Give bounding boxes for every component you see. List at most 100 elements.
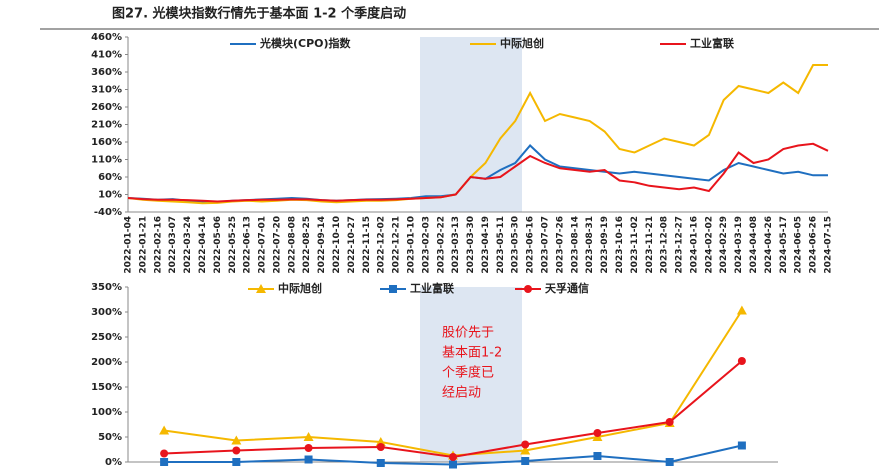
y-tick-label: 460%	[91, 32, 122, 43]
x-tick-label: 2022-07-20	[272, 216, 282, 274]
x-tick-label: 2022-02-16	[153, 216, 163, 274]
point	[304, 455, 313, 464]
y-tick-label: 300%	[91, 307, 122, 318]
x-tick-label: 2024-05-17	[779, 216, 789, 274]
x-tick-label: 2023-11-02	[630, 216, 640, 274]
point	[304, 444, 313, 452]
point	[303, 432, 314, 441]
x-tick-label: 2023-04-19	[481, 216, 491, 274]
x-tick-label: 2024-04-26	[764, 216, 774, 274]
y-tick-label: 310%	[91, 85, 122, 96]
point	[524, 285, 532, 293]
point	[231, 435, 242, 445]
x-tick-label: 2024-01-16	[689, 216, 699, 274]
x-tick-label: 2024-04-08	[749, 216, 759, 274]
legend-label: 光模块(CPO)指数	[259, 36, 352, 50]
x-tick-label: 2024-02-02	[704, 216, 714, 274]
x-tick-label: 2022-01-21	[138, 216, 148, 274]
x-tick-label: 2024-06-26	[809, 216, 819, 274]
y-tick-label: -40%	[94, 207, 122, 218]
x-tick-label: 2023-07-26	[555, 216, 565, 274]
x-tick-label: 2022-04-14	[198, 216, 208, 274]
x-tick-label: 2022-12-21	[392, 216, 402, 274]
y-tick-label: 160%	[91, 137, 122, 148]
x-tick-label: 2023-11-21	[645, 216, 655, 274]
point	[376, 459, 385, 467]
y-tick-label: 260%	[91, 102, 122, 113]
y-tick-label: 410%	[91, 50, 122, 61]
x-tick-label: 2022-05-06	[213, 216, 223, 274]
point	[232, 458, 241, 466]
x-tick-label: 2023-06-16	[526, 216, 536, 274]
x-tick-label: 2023-08-31	[585, 216, 595, 274]
point	[521, 457, 530, 465]
x-tick-label: 2022-07-01	[258, 216, 268, 274]
x-tick-label: 2022-11-15	[362, 216, 372, 274]
x-tick-label: 2023-12-27	[675, 216, 685, 274]
x-tick-label: 2023-08-14	[570, 216, 580, 274]
annotation: 股价先于	[442, 326, 494, 341]
x-tick-label: 2022-08-25	[302, 216, 312, 274]
x-tick-label: 2022-10-27	[347, 216, 357, 274]
point	[665, 458, 674, 466]
y-tick-label: 100%	[91, 407, 122, 418]
y-tick-label: 50%	[98, 432, 122, 443]
y-tick-label: 110%	[91, 155, 122, 166]
page-title: 图27. 光模块指数行情先于基本面 1-2 个季度启动	[112, 6, 406, 22]
point	[593, 429, 602, 437]
point	[160, 449, 169, 458]
x-tick-label: 2023-10-16	[615, 216, 625, 274]
x-tick-label: 2024-02-29	[719, 216, 729, 274]
x-tick-label: 2023-03-30	[466, 216, 476, 274]
y-tick-label: 200%	[91, 357, 122, 368]
y-tick-label: 210%	[91, 120, 122, 131]
legend-label: 中际旭创	[278, 281, 322, 295]
legend-label: 天孚通信	[545, 281, 589, 295]
point	[593, 452, 602, 460]
point	[376, 443, 385, 451]
x-tick-label: 2023-02-03	[421, 216, 431, 274]
x-tick-label: 2022-01-04	[124, 216, 134, 274]
highlight-band	[420, 37, 522, 212]
y-tick-label: 250%	[91, 332, 122, 343]
y-tick-label: 350%	[91, 282, 122, 293]
y-tick-label: 360%	[91, 67, 122, 78]
point	[256, 284, 266, 293]
x-tick-label: 2022-05-25	[228, 216, 238, 274]
point	[737, 441, 746, 450]
point	[520, 445, 531, 455]
x-tick-label: 2022-03-24	[183, 216, 193, 274]
x-tick-label: 2023-12-08	[660, 216, 670, 274]
y-tick-label: 150%	[91, 382, 122, 393]
x-tick-label: 2022-03-07	[168, 216, 178, 274]
legend-label: 工业富联	[690, 36, 734, 50]
x-tick-label: 2022-12-02	[377, 216, 387, 274]
x-tick-label: 2022-08-08	[287, 216, 297, 274]
x-tick-label: 2022-06-13	[243, 216, 253, 274]
annotation: 基本面1-2	[442, 346, 502, 361]
legend-label: 工业富联	[410, 281, 454, 295]
point	[389, 285, 397, 293]
x-tick-label: 2023-05-11	[496, 216, 506, 274]
point	[449, 460, 457, 469]
point	[159, 425, 170, 435]
series-line	[127, 142, 829, 203]
x-tick-label: 2023-09-19	[600, 216, 610, 274]
point	[521, 440, 530, 449]
x-tick-label: 2024-07-15	[824, 216, 834, 274]
x-tick-label: 2023-07-07	[541, 216, 551, 274]
point	[375, 437, 386, 446]
highlight-band	[420, 287, 522, 462]
point	[737, 357, 746, 365]
point	[665, 418, 674, 426]
y-tick-label: 60%	[98, 172, 122, 183]
x-tick-label: 2023-01-10	[406, 216, 416, 274]
point	[449, 453, 457, 461]
x-tick-label: 2023-02-22	[436, 216, 446, 274]
point	[160, 458, 169, 466]
x-tick-label: 2022-09-14	[317, 216, 327, 274]
point	[736, 305, 747, 315]
x-tick-label: 2024-03-19	[734, 216, 744, 274]
x-tick-label: 2022-10-10	[332, 216, 342, 274]
